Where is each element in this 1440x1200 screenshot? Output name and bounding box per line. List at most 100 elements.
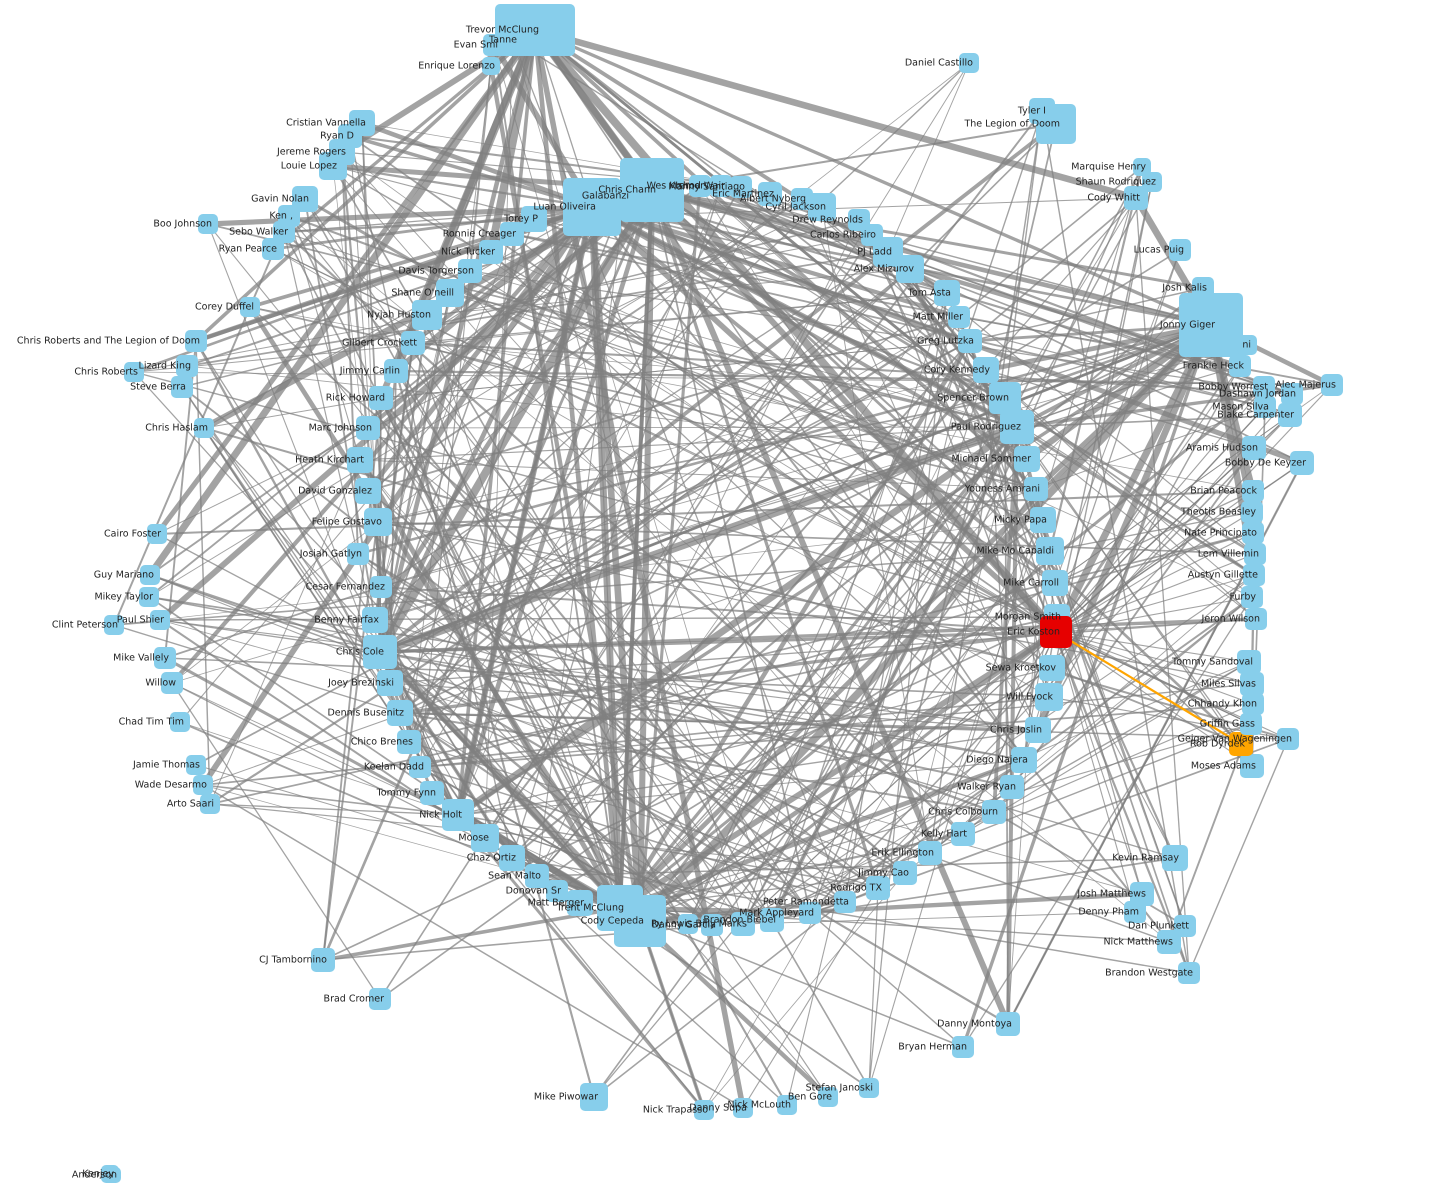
graph-node-manny-santiago[interactable] xyxy=(730,176,752,198)
graph-node-walker-ryan[interactable] xyxy=(1000,775,1024,799)
graph-node-heath-kirchart[interactable] xyxy=(347,447,373,473)
graph-node-greg-lutzka[interactable] xyxy=(958,329,982,353)
graph-node-will-fyock[interactable] xyxy=(1035,683,1063,711)
graph-node-shane-oneill[interactable] xyxy=(436,279,464,307)
graph-node-wes-kremer[interactable] xyxy=(689,175,711,197)
graph-node-jimmy-cao[interactable] xyxy=(893,861,917,885)
graph-node-matt-miller[interactable] xyxy=(948,306,970,328)
graph-node-jonny-giger[interactable] xyxy=(1179,293,1243,357)
graph-node-tommy-sandoval[interactable] xyxy=(1237,650,1261,674)
graph-node-theotis-beasley[interactable] xyxy=(1241,501,1263,523)
graph-node-alex-mizurov[interactable] xyxy=(896,255,924,283)
graph-node-steve-berra[interactable] xyxy=(171,376,193,398)
graph-node-jimmy-carlin[interactable] xyxy=(384,359,408,383)
graph-node-tom-asta[interactable] xyxy=(934,280,960,306)
graph-node-nate-principato[interactable] xyxy=(1242,522,1264,544)
graph-node-mason-silva[interactable] xyxy=(1254,396,1276,418)
graph-node-nick-tucker[interactable] xyxy=(479,240,503,264)
graph-node-furby[interactable] xyxy=(1241,586,1263,608)
graph-node-willow[interactable] xyxy=(161,672,183,694)
graph-node-louie-lopez[interactable] xyxy=(319,152,347,180)
graph-node-mike-mo-capaldi[interactable] xyxy=(1036,537,1064,565)
graph-node-spencer-brown[interactable] xyxy=(989,382,1021,414)
graph-node-corey-duffel[interactable] xyxy=(240,297,260,317)
graph-node-cyril-jackson[interactable] xyxy=(808,193,836,221)
graph-node-griffin-gass[interactable] xyxy=(1240,713,1262,735)
graph-node-tommy-fynn[interactable] xyxy=(420,781,444,805)
graph-node-rick-howard[interactable] xyxy=(369,386,393,410)
graph-node-jeron-wilson[interactable] xyxy=(1245,608,1267,630)
graph-node-josiah-gatlyn[interactable] xyxy=(347,543,369,565)
graph-node-bobby-de-keyzer[interactable] xyxy=(1290,451,1314,475)
graph-node-chaz-ortiz[interactable] xyxy=(499,845,525,871)
graph-node-cody-whitt[interactable] xyxy=(1124,186,1148,210)
graph-node-sewa-kroetkov[interactable] xyxy=(1039,655,1065,681)
graph-node-jamie-thomas[interactable] xyxy=(186,755,206,775)
graph-node-brad-cromer[interactable] xyxy=(369,988,391,1010)
graph-node-enrique-lorenzo[interactable] xyxy=(482,57,500,75)
graph-node-nick-trapasso[interactable] xyxy=(694,1100,714,1120)
graph-node-dan-plunkett[interactable] xyxy=(1174,915,1196,937)
graph-node-clint-peterson[interactable] xyxy=(104,615,124,635)
graph-node-ryan-pearce[interactable] xyxy=(262,238,284,260)
graph-node-cj-tambornino[interactable] xyxy=(311,948,335,972)
graph-node-miles-silvas[interactable] xyxy=(1240,672,1264,696)
graph-node-mike-vallely[interactable] xyxy=(154,647,176,669)
graph-node-torey-p[interactable] xyxy=(521,206,547,232)
graph-node-dashawn-jordan[interactable] xyxy=(1281,383,1303,405)
graph-node-lem-villemin[interactable] xyxy=(1244,543,1266,565)
graph-node-ry-lewis[interactable] xyxy=(678,914,698,934)
graph-node-rob-dyrdek[interactable] xyxy=(1229,732,1253,756)
graph-node-nick-holt[interactable] xyxy=(442,799,474,831)
graph-node-marc-johnson[interactable] xyxy=(356,416,380,440)
graph-node-gilbert-crockett[interactable] xyxy=(401,331,425,355)
graph-node-anderson[interactable] xyxy=(105,1167,121,1183)
graph-node-rodrigo-tx[interactable] xyxy=(866,876,890,900)
graph-node-danny-supa[interactable] xyxy=(733,1098,753,1118)
graph-node-kelly-hart[interactable] xyxy=(951,822,975,846)
graph-node-sebo-walker[interactable] xyxy=(273,221,295,243)
graph-node-geiger-van-wageningen[interactable] xyxy=(1277,728,1299,750)
graph-node-austyn-gillette[interactable] xyxy=(1243,564,1265,586)
graph-node-paul-shier[interactable] xyxy=(150,610,170,630)
graph-node-amrani-ni[interactable] xyxy=(1237,335,1257,355)
graph-node-stefan-janoski[interactable] xyxy=(859,1078,879,1098)
graph-node-sean-malto[interactable] xyxy=(525,864,549,888)
graph-node-peter-ramondetta[interactable] xyxy=(834,891,856,913)
graph-node-eric-martina[interactable] xyxy=(758,182,782,206)
graph-node-cairo-foster[interactable] xyxy=(147,524,167,544)
graph-node-cory-kennedy[interactable] xyxy=(973,357,999,383)
graph-node-lucas-puig[interactable] xyxy=(1169,239,1191,261)
graph-node-mikey-taylor[interactable] xyxy=(139,587,159,607)
graph-node-josh-matthews[interactable] xyxy=(1130,882,1154,906)
graph-node-cesar-fernandez[interactable] xyxy=(370,576,392,598)
graph-node-joey-brezinski[interactable] xyxy=(377,670,403,696)
graph-node-nick-mclouth[interactable] xyxy=(777,1095,797,1115)
graph-node-aramis-hudson[interactable] xyxy=(1242,436,1266,460)
graph-node-donovan-sr[interactable] xyxy=(546,880,568,902)
graph-node-eric-koston[interactable] xyxy=(1040,616,1072,648)
graph-node-michael-sommer[interactable] xyxy=(1014,446,1040,472)
graph-node-felipe-gustavo[interactable] xyxy=(364,508,392,536)
graph-node-mike-piwowar[interactable] xyxy=(580,1083,608,1111)
graph-node-chris-haslam[interactable] xyxy=(194,418,214,438)
graph-node-daniel-castillo[interactable] xyxy=(959,53,979,73)
graph-node-brian-peacock[interactable] xyxy=(1242,480,1264,502)
graph-node-ben-gore[interactable] xyxy=(818,1087,838,1107)
graph-node-blake-carpenter[interactable] xyxy=(1278,403,1302,427)
graph-node-danny-montoya[interactable] xyxy=(996,1012,1020,1036)
graph-node-brandon-westgate[interactable] xyxy=(1178,962,1200,984)
graph-node-arto-saari[interactable] xyxy=(200,794,220,814)
graph-node-josh-kalis[interactable] xyxy=(1192,277,1214,299)
graph-node-david-gonzalez[interactable] xyxy=(355,478,381,504)
graph-node-chad-tim-tim[interactable] xyxy=(170,712,190,732)
graph-node-mike-carroll[interactable] xyxy=(1042,570,1068,596)
graph-node-chris-joslin[interactable] xyxy=(1025,717,1051,743)
graph-node-alec-majerus[interactable] xyxy=(1321,374,1343,396)
graph-node-brandon-biebel[interactable] xyxy=(760,908,784,932)
graph-node-chris-colbourn[interactable] xyxy=(982,800,1006,824)
graph-node-youness-amrani[interactable] xyxy=(1024,477,1048,501)
graph-node-chris-roberts[interactable] xyxy=(124,362,144,382)
graph-node-chhandy-khon[interactable] xyxy=(1242,693,1264,715)
graph-node-erik-ellington[interactable] xyxy=(918,841,942,865)
